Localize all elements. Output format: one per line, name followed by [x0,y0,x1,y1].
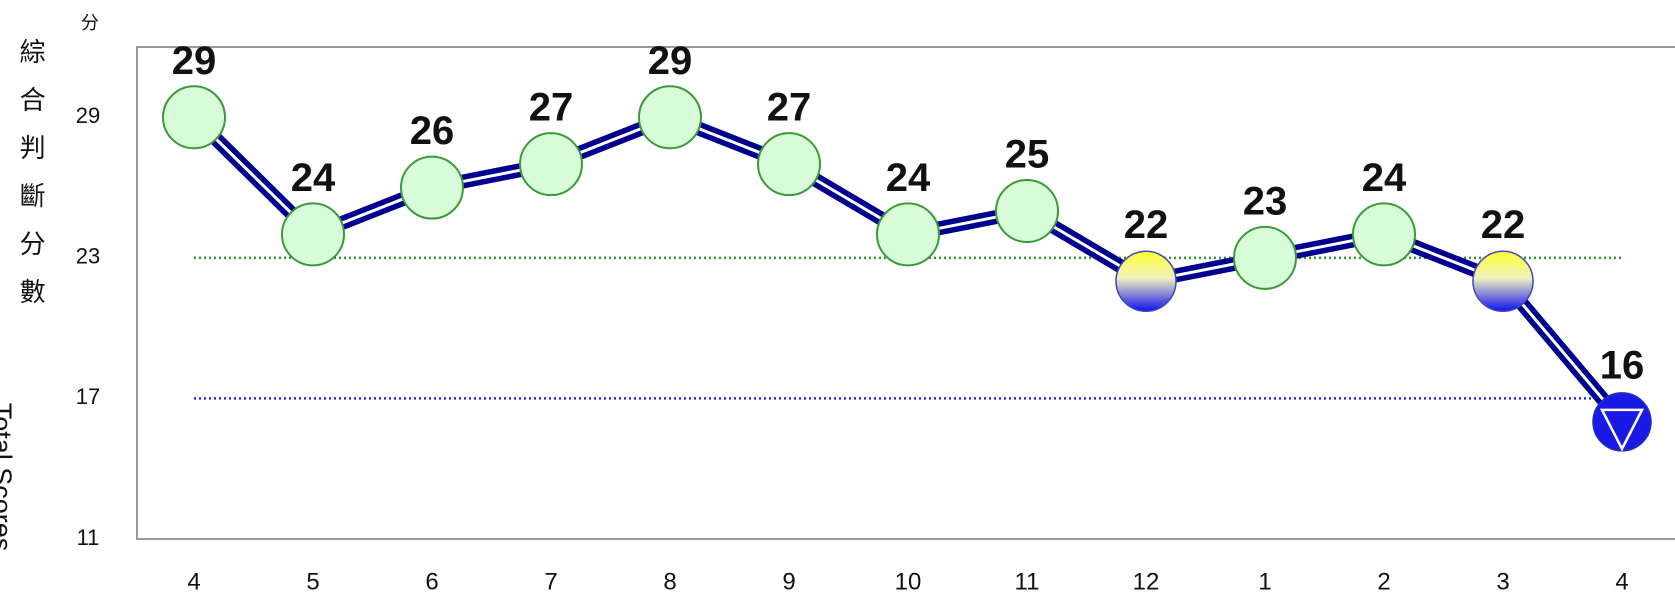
data-label: 23 [1243,179,1288,223]
y-unit: 分 [81,13,99,33]
data-label: 29 [648,39,693,83]
x-tick-label: 12 [1133,568,1160,595]
x-tick-label: 7 [544,568,557,595]
y-axis-label: 綜合判斷分數 [16,38,46,326]
y-tick-label: 29 [76,103,100,128]
data-label: 24 [1362,156,1407,200]
x-tick-label: 1 [1258,568,1271,595]
marker [400,155,464,220]
data-label: 24 [886,156,931,200]
x-tick-label: 11 [1015,568,1040,595]
marker [1233,225,1297,290]
data-label: 26 [410,109,455,153]
x-tick-label: 5 [306,568,319,595]
x-tick-label: 9 [782,568,795,595]
data-label: 27 [529,86,574,130]
marker [1352,202,1416,267]
marker [995,179,1059,243]
y-tick-label: 17 [76,384,100,409]
x-tick-label: 10 [895,568,922,595]
x-tick-label: 8 [663,568,676,595]
marker [1115,250,1177,313]
data-label: 22 [1124,203,1169,247]
marker [876,202,940,267]
marker [281,202,345,267]
data-label: 22 [1481,203,1526,247]
marker [757,132,821,197]
x-tick-label: 4 [1615,568,1628,595]
y-tick-label: 23 [76,244,100,269]
x-tick-label: 4 [187,568,200,595]
marker-triangle [1599,408,1645,452]
data-label: 27 [767,86,812,130]
y-tick-label: 11 [77,525,100,550]
marker [162,85,226,150]
marker [638,85,702,150]
plot-frame [136,46,1675,540]
marker [1592,392,1652,452]
marker [1472,250,1534,313]
y-axis-label-en: Total Scores [0,403,17,552]
data-label: 16 [1600,343,1645,387]
x-tick-label: 2 [1377,568,1390,595]
data-label: 25 [1005,133,1050,177]
marker [519,132,583,197]
data-label: 24 [291,156,336,200]
data-label: 29 [172,39,217,83]
x-tick-label: 6 [425,568,438,595]
x-tick-label: 3 [1496,568,1509,595]
